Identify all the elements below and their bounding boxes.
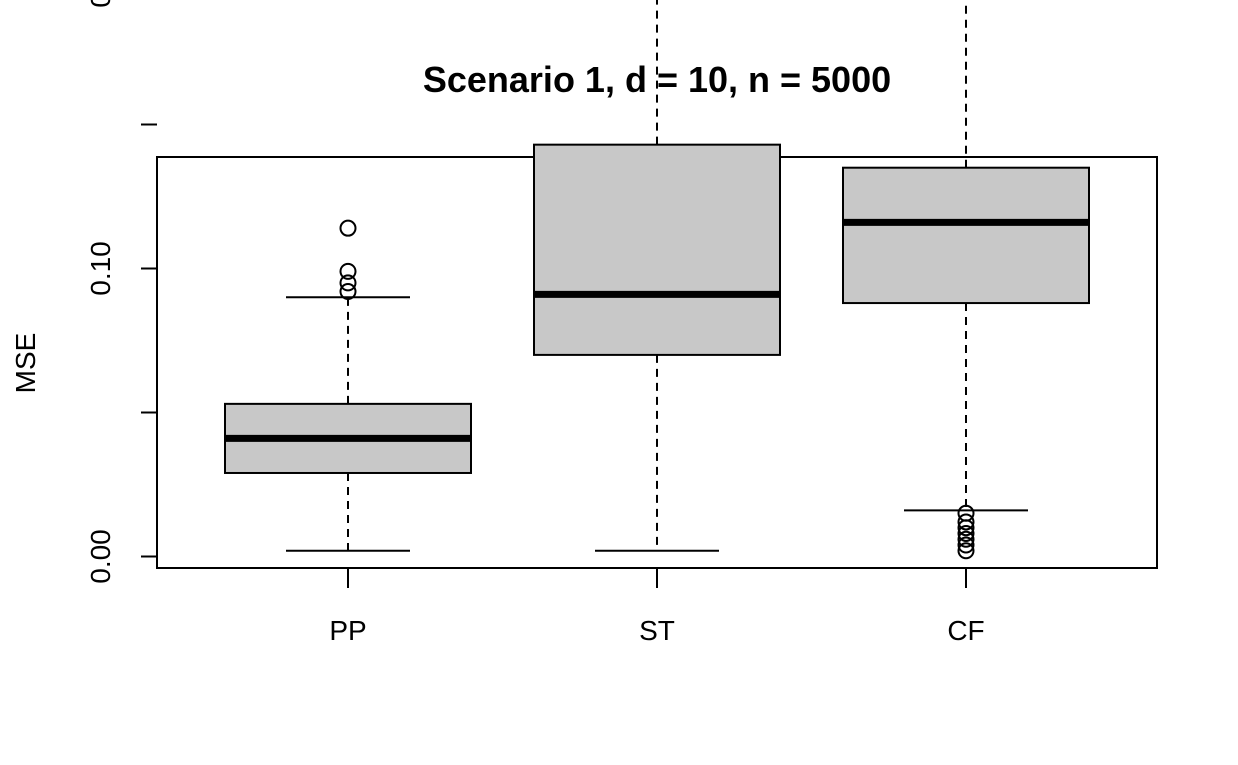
y-tick-label: 0.00 xyxy=(85,529,116,584)
outlier-point xyxy=(339,274,357,292)
iqr-box xyxy=(533,143,781,356)
box-group xyxy=(533,0,781,552)
outlier-point xyxy=(957,513,975,531)
boxes-layer xyxy=(224,0,1090,560)
chart-title: Scenario 1, d = 10, n = 5000 xyxy=(423,59,891,100)
outlier-point xyxy=(957,524,975,542)
outlier-point xyxy=(339,262,357,280)
x-tick-label: CF xyxy=(947,615,984,646)
y-axis-label: MSE xyxy=(10,333,41,394)
box-group xyxy=(224,219,472,552)
x-tick-label: PP xyxy=(329,615,366,646)
x-tick-label: ST xyxy=(639,615,675,646)
outlier-point xyxy=(957,536,975,554)
y-axis: 0.00 0.10 0.20 xyxy=(85,0,157,584)
x-axis: PP ST CF xyxy=(329,568,985,646)
outlier-point xyxy=(957,530,975,548)
outlier-point xyxy=(957,504,975,522)
iqr-box xyxy=(842,166,1090,305)
outlier-point xyxy=(339,283,357,301)
outlier-point xyxy=(957,542,975,560)
y-tick-label: 0.10 xyxy=(85,241,116,296)
outlier-point xyxy=(339,219,357,237)
box-group xyxy=(842,0,1090,560)
y-tick-label: 0.20 xyxy=(85,0,116,8)
